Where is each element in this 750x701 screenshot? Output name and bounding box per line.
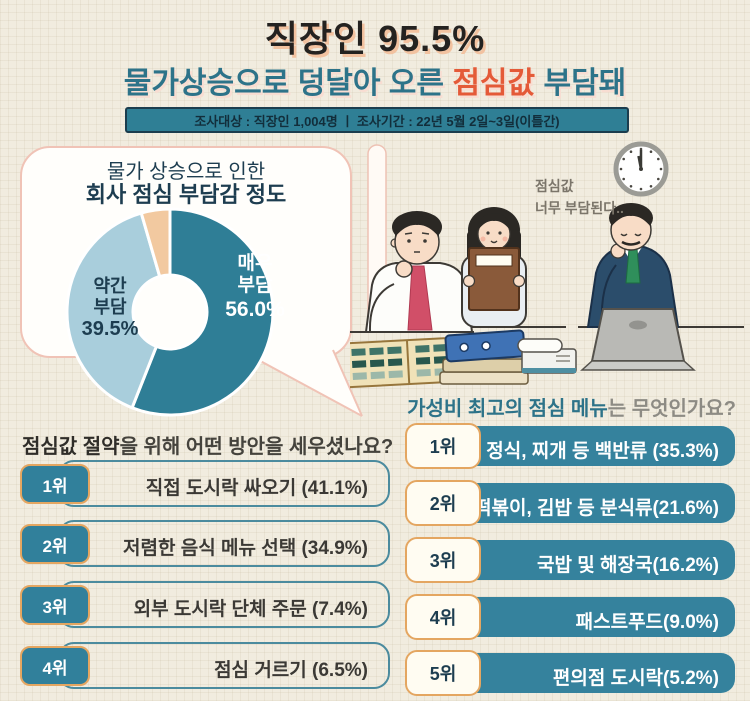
donut-slice <box>65 211 162 410</box>
books-icon <box>439 329 529 385</box>
item-outline: 외부 도시락 단체 주문 (7.4%) <box>58 581 390 628</box>
rank-badge: 4위 <box>405 594 481 640</box>
thinking-man <box>364 211 474 333</box>
rank-badge: 4위 <box>20 646 90 686</box>
subtitle-prefix: 물가상승으로 덩달아 오른 <box>123 67 453 100</box>
subtitle-suffix: 부담돼 <box>535 67 627 100</box>
rank-badge: 5위 <box>405 650 481 696</box>
list-item: 떡볶이, 김밥 등 분식류(21.6%) 2위 <box>405 480 735 526</box>
list-item: 편의점 도시락(5.2%) 5위 <box>405 650 735 696</box>
list-item: 외부 도시락 단체 주문 (7.4%) 3위 <box>20 581 390 629</box>
phone-icon <box>517 338 577 374</box>
left-list-heading: 점심값 절약을 위해 어떤 방안을 세우셨나요? <box>22 436 394 458</box>
office-workers-illustration <box>350 141 744 389</box>
item-outline: 점심 거르기 (6.5%) <box>58 642 390 689</box>
rank-badge: 2위 <box>405 480 481 526</box>
donut-label-somewhat-burdened: 약간 부담 39.5% <box>81 276 139 341</box>
right-list-heading: 가성비 최고의 점심 메뉴는 무엇인가요? <box>407 398 736 420</box>
list-item: 패스트푸드(9.0%) 4위 <box>405 594 735 640</box>
rank-badge: 3위 <box>405 537 481 583</box>
page-title: 직장인 95.5% <box>264 18 486 59</box>
list-item: 국밥 및 해장국(16.2%) 3위 <box>405 537 735 583</box>
list-item: 직접 도시락 싸오기 (41.1%) 1위 <box>20 460 390 508</box>
donut-label-very-burdened: 매우 부담 56.0% <box>225 253 285 321</box>
rank-badge: 1위 <box>20 464 90 504</box>
donut-slice <box>130 207 275 417</box>
donut-slice <box>139 207 172 278</box>
rank-badge: 1위 <box>405 423 481 469</box>
donut-chart <box>65 207 275 417</box>
list-item: 정식, 찌개 등 백반류 (35.3%) 1위 <box>405 423 735 469</box>
chart-title-line1: 물가 상승으로 인한 <box>106 161 266 183</box>
survey-info-bar: 조사대상 : 직장인 1,004명 ㅣ 조사기간 : 22년 5월 2일~3일(… <box>125 107 629 133</box>
page-subtitle: 물가상승으로 덩달아 오른 점심값 부담돼 <box>0 58 750 102</box>
item-outline: 직접 도시락 싸오기 (41.1%) <box>58 460 390 507</box>
list-item: 저렴한 음식 메뉴 선택 (34.9%) 2위 <box>20 520 390 568</box>
rank-badge: 2위 <box>20 524 90 564</box>
speech-text: 점심값 너무 부담된다.. <box>535 178 624 216</box>
clock-icon <box>613 141 669 197</box>
woman-with-folder <box>461 207 527 328</box>
chart-title-line2: 회사 점심 부담감 정도 <box>85 182 287 207</box>
list-item: 점심 거르기 (6.5%) 4위 <box>20 642 390 690</box>
subtitle-highlight: 점심값 <box>452 67 536 100</box>
laptop-icon <box>580 308 696 371</box>
item-outline: 저렴한 음식 메뉴 선택 (34.9%) <box>58 520 390 567</box>
rank-badge: 3위 <box>20 585 90 625</box>
stressed-man <box>580 203 696 371</box>
